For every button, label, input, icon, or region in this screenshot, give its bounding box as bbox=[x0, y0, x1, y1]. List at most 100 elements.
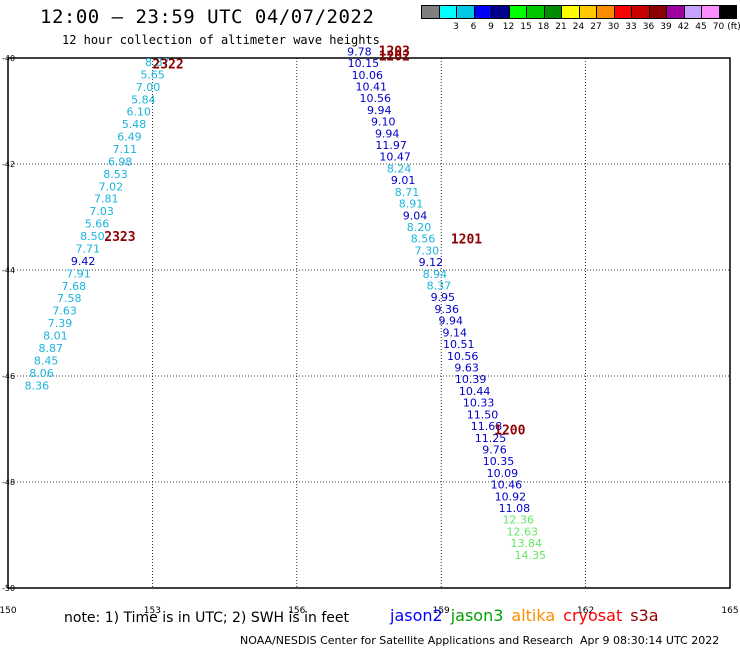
legend-label: 24 bbox=[572, 22, 585, 32]
wave-height-label: 8.71 bbox=[395, 186, 420, 199]
wave-height-label: 8.20 bbox=[407, 221, 432, 234]
wave-height-label: 9.94 bbox=[375, 127, 400, 140]
wave-height-label: 6.10 bbox=[126, 106, 151, 119]
wave-height-label: 9.76 bbox=[482, 443, 507, 456]
wave-height-label: 10.44 bbox=[459, 385, 491, 398]
wave-height-label: 7.30 bbox=[415, 244, 440, 257]
wave-height-label: 10.47 bbox=[379, 151, 411, 164]
wave-height-label: 7.03 bbox=[89, 205, 114, 218]
wave-height-label: 11.97 bbox=[375, 139, 407, 152]
legend-label: 36 bbox=[642, 22, 655, 32]
wave-height-label: 9.78 bbox=[347, 45, 372, 58]
lon-tick-label: 150 bbox=[0, 606, 17, 616]
wave-height-label: 10.56 bbox=[360, 92, 392, 105]
wave-height-label: 9.94 bbox=[439, 315, 464, 328]
wave-height-label: 9.12 bbox=[419, 256, 444, 269]
generated-timestamp: Apr 9 08:30:14 UTC 2022 bbox=[580, 634, 720, 647]
wave-height-label: 12.63 bbox=[507, 525, 539, 538]
legend-label: 42 bbox=[677, 22, 690, 32]
legend-label: 33 bbox=[625, 22, 637, 32]
wave-height-label: 11.25 bbox=[475, 432, 507, 445]
wave-height-label: 5.84 bbox=[131, 93, 156, 106]
wave-height-label: 8.53 bbox=[103, 168, 128, 181]
wave-height-label: 9.10 bbox=[371, 116, 396, 129]
time-label: 1203 bbox=[379, 44, 410, 59]
wave-height-label: 10.46 bbox=[491, 479, 523, 492]
wave-height-label: 8.36 bbox=[25, 379, 50, 392]
time-label: 1201 bbox=[451, 233, 482, 248]
wave-height-label: 8.45 bbox=[34, 354, 59, 367]
wave-height-label: 10.06 bbox=[352, 69, 384, 82]
credit-text: NOAA/NESDIS Center for Satellite Applica… bbox=[240, 634, 574, 647]
wave-height-label: 10.33 bbox=[463, 397, 495, 410]
satellite-label-altika: altika bbox=[511, 606, 556, 625]
wave-height-label: 10.39 bbox=[455, 373, 487, 386]
wave-height-label: 9.36 bbox=[435, 303, 460, 316]
legend-label: 9 bbox=[488, 22, 494, 32]
wave-height-label: 5.66 bbox=[85, 218, 110, 231]
wave-height-label: 7.91 bbox=[66, 267, 91, 280]
wave-height-label: 10.09 bbox=[487, 467, 519, 480]
wave-height-label: 7.39 bbox=[48, 317, 73, 330]
wave-height-label: 8.87 bbox=[145, 56, 170, 69]
wave-height-label: 10.56 bbox=[447, 350, 479, 363]
satellite-label-s3a: s3a bbox=[630, 606, 659, 625]
wave-height-label: 10.51 bbox=[443, 338, 475, 351]
wave-height-label: 9.01 bbox=[391, 174, 416, 187]
wave-height-label: 10.15 bbox=[348, 57, 380, 70]
wave-height-label: 7.63 bbox=[52, 305, 77, 318]
wave-height-label: 8.24 bbox=[387, 162, 412, 175]
wave-height-label: 10.41 bbox=[356, 80, 388, 93]
time-label: 2323 bbox=[104, 230, 135, 245]
wave-height-label: 12.36 bbox=[503, 514, 535, 527]
lon-tick-label: 153 bbox=[144, 606, 161, 616]
color-legend: 3 6 9 12 15 18 21 24 27 30 33 36 39 42 45 70 (ft) bbox=[421, 5, 740, 37]
satellite-label-cryosat: cryosat bbox=[563, 606, 623, 625]
time-label: 1200 bbox=[494, 423, 525, 438]
wave-height-label: 8.91 bbox=[399, 198, 424, 211]
wave-height-label: 10.35 bbox=[483, 455, 515, 468]
wave-height-label: 11.50 bbox=[467, 408, 499, 421]
lat-tick-label: -44 bbox=[2, 266, 15, 275]
legend-label: 12 bbox=[502, 22, 515, 32]
wave-height-label: 13.84 bbox=[511, 537, 543, 550]
wave-height-label: 14.35 bbox=[514, 549, 546, 562]
lat-tick-label: -46 bbox=[2, 372, 15, 381]
wave-height-label: 7.00 bbox=[136, 81, 161, 94]
legend-label: 27 bbox=[590, 22, 602, 32]
legend-label: 6 bbox=[470, 22, 477, 32]
wave-height-label: 6.98 bbox=[108, 155, 133, 168]
wave-height-label: 8.06 bbox=[29, 367, 54, 380]
wave-height-label: 9.42 bbox=[71, 255, 96, 268]
legend-label: 39 bbox=[660, 22, 672, 32]
legend-label: 30 bbox=[607, 22, 620, 32]
map-frame bbox=[7, 57, 731, 589]
legend-label: 3 bbox=[453, 22, 459, 32]
legend-label: 18 bbox=[537, 22, 550, 32]
legend-swatch bbox=[718, 5, 737, 19]
lon-tick-label: 159 bbox=[433, 606, 450, 616]
page-title: 12:00 — 23:59 UTC 04/07/2022 bbox=[40, 6, 375, 28]
wave-height-label: 8.01 bbox=[43, 330, 68, 343]
wave-height-label: 9.95 bbox=[431, 291, 456, 304]
satellite-label-jason2: jason2 bbox=[390, 606, 443, 625]
lon-tick-label: 162 bbox=[577, 606, 594, 616]
wave-height-label: 5.48 bbox=[122, 118, 147, 131]
lon-tick-label: 156 bbox=[288, 606, 305, 616]
satellite-legend: jason2 jason3 altika cryosat s3a bbox=[390, 606, 667, 625]
lon-tick-label: 165 bbox=[721, 606, 738, 616]
legend-label: 21 bbox=[555, 22, 567, 32]
wave-height-label: 8.94 bbox=[423, 268, 448, 281]
wave-height-label: 10.92 bbox=[495, 490, 527, 503]
wave-height-label: 7.71 bbox=[76, 242, 101, 255]
lat-tick-label: -48 bbox=[2, 478, 15, 487]
legend-label: 70 bbox=[712, 22, 725, 32]
wave-height-label: 9.04 bbox=[403, 209, 428, 222]
time-label: 2322 bbox=[152, 58, 183, 73]
wave-height-label: 8.50 bbox=[80, 230, 105, 243]
wave-height-label: 9.63 bbox=[454, 362, 479, 375]
page-subtitle: 12 hour collection of altimeter wave hei… bbox=[62, 33, 380, 47]
lat-tick-label: -40 bbox=[2, 54, 15, 63]
legend-unit: (ft) bbox=[727, 22, 740, 32]
